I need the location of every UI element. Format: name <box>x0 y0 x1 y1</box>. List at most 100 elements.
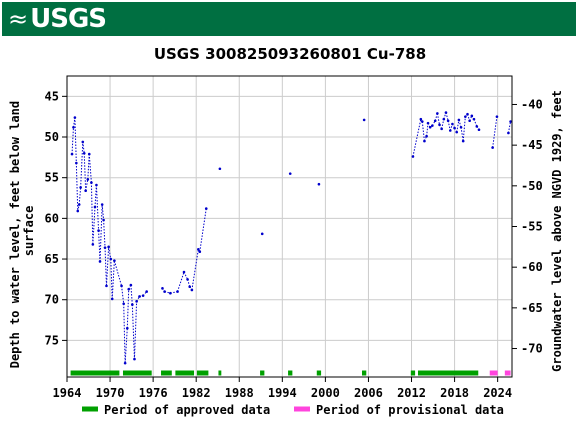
data-point <box>105 284 108 288</box>
data-point <box>188 285 192 289</box>
series-connector <box>460 127 464 142</box>
y-axis-right-label: Groundwater level above NGVD 1929, feet <box>550 90 564 372</box>
x-tick-label: 1970 <box>96 386 125 400</box>
series-connector <box>110 259 113 299</box>
data-point <box>79 186 82 189</box>
data-point <box>317 182 321 186</box>
data-point <box>70 152 74 156</box>
x-tick-label: 1988 <box>225 386 254 400</box>
x-tick-label: 2012 <box>397 386 426 400</box>
y-axis-right: -40 -45 -50 -55 -60 -65 -70 <box>512 97 543 356</box>
data-point <box>82 151 86 155</box>
series-connector <box>113 260 123 287</box>
y-left-tick-label: 65 <box>45 252 59 266</box>
series-connector <box>82 141 85 154</box>
series-connector <box>74 117 77 164</box>
data-point <box>442 117 446 121</box>
series-connector <box>121 285 125 304</box>
chart-title: USGS 300825093260801 Cu-788 <box>154 45 426 63</box>
data-point <box>453 126 456 130</box>
data-point <box>125 326 129 330</box>
series-connector <box>87 154 90 180</box>
data-point <box>470 114 474 118</box>
data-point <box>420 120 424 123</box>
data-point <box>455 130 459 134</box>
series-connector <box>507 121 512 134</box>
data-point <box>198 250 202 254</box>
data-point <box>176 290 179 293</box>
series-connector <box>130 285 133 305</box>
series-connector <box>90 182 94 245</box>
data-point <box>138 295 141 298</box>
data-point <box>107 245 110 249</box>
data-point <box>461 139 465 143</box>
data-point <box>433 119 437 123</box>
data-point <box>76 209 80 213</box>
y-right-tick-label: -45 <box>521 138 543 152</box>
data-point <box>423 139 426 143</box>
data-point <box>163 290 166 293</box>
data-point <box>87 152 91 156</box>
usgs-logo[interactable]: ≈ USGS <box>8 5 107 33</box>
data-point <box>472 117 476 121</box>
data-point <box>91 243 95 246</box>
data-point <box>123 361 127 365</box>
data-point <box>141 294 145 297</box>
data-point <box>93 205 97 209</box>
series-connector <box>99 204 103 262</box>
usgs-wave-icon: ≈ <box>8 5 29 33</box>
x-tick-label: 1982 <box>182 386 211 400</box>
data-point <box>81 140 85 144</box>
x-tick-label: 1964 <box>53 386 82 400</box>
data-point <box>84 189 87 193</box>
data-point <box>457 118 461 122</box>
x-axis: 1964 1970 1976 1982 1988 1994 2000 2006 2012 2018… <box>53 377 512 400</box>
data-point <box>260 232 264 236</box>
grid-lines <box>66 76 512 377</box>
y-right-tick-label: -70 <box>521 342 543 356</box>
data-point <box>145 290 148 293</box>
data-point <box>288 172 292 175</box>
series-connector <box>111 260 115 299</box>
series-connector <box>104 247 107 286</box>
data-point <box>475 125 479 128</box>
data-point <box>133 357 136 361</box>
data-point <box>86 178 90 181</box>
series-connector <box>83 153 87 191</box>
data-point <box>438 123 441 127</box>
data-point <box>102 218 105 222</box>
x-tick-label: 1976 <box>139 386 168 400</box>
y-right-tick-label: -55 <box>521 220 543 234</box>
data-point <box>72 125 75 129</box>
series-connector <box>462 116 466 142</box>
series-connector <box>75 163 79 212</box>
data-point <box>100 203 104 206</box>
series-connector <box>183 271 189 280</box>
y-right-tick-label: -60 <box>521 260 543 274</box>
data-point <box>122 302 126 306</box>
data-point <box>495 115 499 118</box>
data-point <box>425 134 428 138</box>
data-point <box>218 167 222 171</box>
series-connector <box>421 121 425 142</box>
data-point <box>436 112 439 115</box>
x-tick-label: 2024 <box>483 386 512 400</box>
data-point <box>131 303 134 306</box>
data-point <box>182 270 186 274</box>
x-tick-label: 2006 <box>354 386 383 400</box>
data-point <box>127 287 131 291</box>
data-point <box>97 229 100 232</box>
data-point <box>448 129 452 132</box>
data-point <box>440 127 443 131</box>
data-point <box>103 246 107 249</box>
series-connector <box>436 113 440 125</box>
series-connector <box>412 119 422 157</box>
y-left-tick-label: 50 <box>45 130 59 144</box>
series-connector <box>126 289 130 329</box>
y-right-tick-label: -50 <box>521 179 543 193</box>
x-tick-label: 2000 <box>311 386 340 400</box>
series-connector <box>426 123 429 137</box>
data-point <box>459 125 463 129</box>
data-point <box>507 131 510 135</box>
